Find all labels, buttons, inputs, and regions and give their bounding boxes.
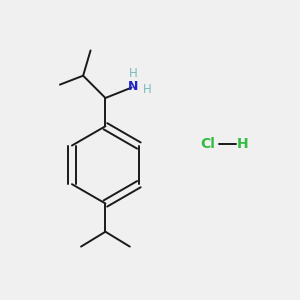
Text: H: H bbox=[129, 67, 138, 80]
Text: Cl: Cl bbox=[200, 137, 215, 151]
Text: N: N bbox=[128, 80, 138, 93]
Text: H: H bbox=[143, 83, 152, 96]
Text: H: H bbox=[237, 137, 248, 151]
